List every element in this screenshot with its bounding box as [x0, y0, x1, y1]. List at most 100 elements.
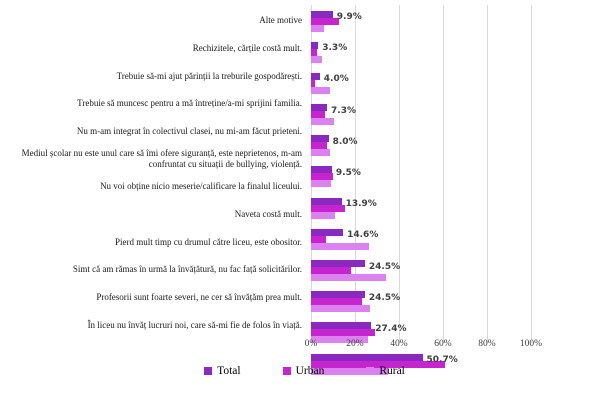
total-value-label: 7.3%	[331, 105, 357, 116]
category-row: Mediul școlar nu este unul care să îmi o…	[0, 145, 306, 173]
category-row: În liceu nu învăț lucruri noi, care să-m…	[0, 312, 306, 340]
gridline	[531, 5, 532, 343]
bar-cluster: 27.4%	[311, 322, 532, 350]
category-label: Nu m-am integrat în colectivul clasei, n…	[76, 125, 302, 136]
legend-item-urban: Urban	[282, 365, 325, 377]
total-value-label: 4.0%	[323, 74, 349, 85]
category-label: Trebuie să-mi ajut părinții la treburile…	[116, 70, 302, 81]
bar-total	[311, 10, 333, 18]
category-row: Nu voi obține nicio meserie/calificare l…	[0, 173, 306, 201]
category-label: Mediul școlar nu este unul care să îmi o…	[21, 148, 302, 170]
bar-rural	[311, 149, 330, 157]
bar-cluster: 24.5%	[311, 260, 532, 288]
total-value-label: 24.5%	[368, 261, 401, 272]
bar-rural	[311, 242, 370, 250]
bar-urban	[311, 111, 325, 119]
legend-swatch-total	[204, 367, 213, 375]
total-value-label: 24.5%	[368, 292, 401, 303]
bar-cluster: 9.9%	[311, 10, 532, 39]
x-tick-label: 100%	[519, 339, 543, 349]
bar-rural	[311, 24, 324, 32]
total-value-label: 8.0%	[332, 136, 358, 147]
bar-cluster: 13.9%	[311, 197, 532, 226]
bar-urban	[311, 48, 317, 56]
category-row: Naveta costă mult.	[0, 201, 306, 229]
bar-cluster: 7.3%	[311, 104, 532, 132]
bar-urban	[311, 329, 375, 337]
bar-total	[311, 322, 372, 330]
gridline	[487, 5, 488, 343]
bar-cluster: 14.6%	[311, 228, 532, 257]
category-label: Trebuie să muncesc pentru a mă întreține…	[77, 98, 302, 109]
category-row: Alte motive	[0, 7, 306, 35]
category-row: Trebuie să-mi ajut părinții la treburile…	[0, 62, 306, 90]
total-value-label: 13.9%	[345, 199, 377, 210]
bar-cluster: 9.5%	[311, 166, 532, 194]
x-axis: 0% 20% 40% 60% 80% 100%	[0, 339, 609, 353]
gridline	[399, 5, 400, 343]
category-row: Pierd mult timp cu drumul către liceu, e…	[0, 229, 306, 257]
bar-cluster: 50.7%	[311, 353, 532, 382]
category-label: Pierd mult timp cu drumul către liceu, e…	[115, 236, 302, 247]
bar-urban	[311, 79, 315, 87]
x-tick-label: 40%	[390, 339, 408, 349]
bar-urban	[311, 267, 352, 274]
bar-total	[311, 166, 332, 174]
bar-rural	[311, 274, 386, 281]
category-label: Naveta costă mult.	[234, 209, 302, 220]
total-value-label: 9.9%	[336, 12, 362, 22]
bar-rural	[311, 367, 388, 375]
bar-total	[311, 353, 423, 361]
bar-urban	[311, 360, 445, 368]
legend-swatch-urban	[282, 367, 291, 375]
bar-rural	[311, 211, 336, 219]
category-labels-column: Alte motive Rechizitele, cărțile costă mu…	[0, 7, 306, 339]
bar-urban	[311, 142, 328, 150]
category-row: Simt că am rămas în urmă la învățătură, …	[0, 256, 306, 284]
plot-area: 9.9% 3.3% 4.0% 7.3% 8.0% 9.5% 13.9% 14.6% 24.5% 2…	[311, 5, 532, 375]
legend: Total Urban Rural	[0, 365, 609, 377]
category-label: Rechizitele, cărțile costă mult.	[192, 42, 302, 53]
x-tick-label: 60%	[434, 339, 452, 349]
category-label: În liceu nu învăț lucruri noi, care să-m…	[87, 319, 302, 330]
category-label: Profesorii sunt foarte severi, ne cer să…	[96, 292, 302, 303]
x-tick-label: 20%	[346, 339, 364, 349]
bar-total	[311, 197, 342, 205]
legend-label-urban: Urban	[295, 365, 325, 377]
bar-total	[311, 72, 320, 80]
category-label: Alte motive	[259, 15, 302, 26]
legend-item-total: Total	[204, 365, 241, 377]
total-value-label: 3.3%	[322, 43, 348, 54]
bar-rural	[311, 180, 332, 188]
total-value-label: 14.6%	[347, 230, 379, 241]
gridline	[355, 5, 356, 343]
category-row: Rechizitele, cărțile costă mult.	[0, 35, 306, 63]
category-row: Profesorii sunt foarte severi, ne cer să…	[0, 284, 306, 312]
bar-total	[311, 228, 344, 236]
bar-rural	[311, 55, 322, 63]
bar-total	[311, 104, 328, 112]
bar-cluster: 3.3%	[311, 41, 532, 70]
legend-label-rural: Rural	[379, 365, 405, 377]
bar-rows: 9.9% 3.3% 4.0% 7.3% 8.0% 9.5% 13.9% 14.6% 24.5% 2…	[311, 7, 532, 381]
bar-total	[311, 291, 365, 299]
bar-urban	[311, 17, 339, 25]
bar-total	[311, 41, 319, 49]
total-value-label: 50.7%	[426, 355, 458, 366]
total-value-label: 27.4%	[375, 323, 407, 334]
bar-urban	[311, 204, 346, 212]
bar-urban	[311, 298, 363, 306]
category-row: Trebuie să muncesc pentru a mă întreține…	[0, 90, 306, 118]
bar-rural	[311, 86, 331, 94]
category-row: Nu m-am integrat în colectivul clasei, n…	[0, 118, 306, 146]
x-tick-label: 0%	[304, 339, 318, 349]
bar-cluster: 8.0%	[311, 135, 532, 163]
legend-label-total: Total	[217, 365, 241, 377]
gridline	[443, 5, 444, 343]
bar-rural	[311, 305, 371, 313]
category-label: Simt că am rămas în urmă la învățătură, …	[72, 264, 302, 275]
bar-cluster: 24.5%	[311, 291, 532, 319]
bar-total	[311, 260, 365, 267]
x-tick-label: 80%	[478, 339, 496, 349]
